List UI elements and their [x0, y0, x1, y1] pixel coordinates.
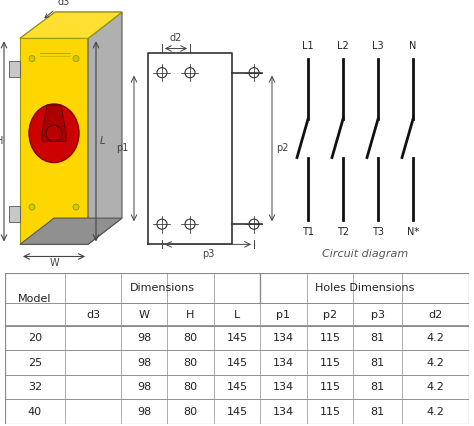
Text: 134: 134	[273, 357, 294, 368]
Text: T2: T2	[337, 227, 349, 237]
Polygon shape	[20, 38, 88, 245]
Text: d3: d3	[86, 310, 100, 320]
Text: Circuit diagram: Circuit diagram	[322, 248, 408, 259]
Text: 115: 115	[319, 382, 340, 392]
Polygon shape	[42, 105, 66, 141]
Text: 80: 80	[183, 382, 198, 392]
Text: H: H	[186, 310, 195, 320]
Text: N*: N*	[407, 227, 419, 237]
Text: p1: p1	[276, 310, 291, 320]
Text: p1: p1	[117, 144, 129, 153]
Text: p3: p3	[202, 249, 214, 259]
Polygon shape	[9, 206, 20, 222]
Text: 145: 145	[227, 407, 247, 417]
Text: 145: 145	[227, 382, 247, 392]
Polygon shape	[20, 218, 122, 245]
Text: 134: 134	[273, 333, 294, 343]
Text: 20: 20	[28, 333, 42, 343]
Text: W: W	[49, 258, 59, 268]
Text: 4.2: 4.2	[427, 382, 445, 392]
Text: 32: 32	[28, 382, 42, 392]
Text: Holes Dimensions: Holes Dimensions	[315, 283, 414, 293]
Text: p2: p2	[276, 144, 289, 153]
Text: L: L	[100, 136, 105, 147]
Circle shape	[249, 68, 259, 78]
Text: 115: 115	[319, 357, 340, 368]
Text: N: N	[410, 41, 417, 52]
Text: 98: 98	[137, 382, 151, 392]
Text: p2: p2	[323, 310, 337, 320]
Polygon shape	[20, 12, 122, 38]
Text: L: L	[234, 310, 240, 320]
Text: 25: 25	[28, 357, 42, 368]
Text: 134: 134	[273, 407, 294, 417]
Text: L2: L2	[337, 41, 349, 52]
Text: 80: 80	[183, 357, 198, 368]
Circle shape	[29, 55, 35, 62]
Text: 98: 98	[137, 333, 151, 343]
Circle shape	[157, 219, 167, 229]
Text: d2: d2	[170, 33, 182, 43]
Text: 98: 98	[137, 357, 151, 368]
Text: 4.2: 4.2	[427, 407, 445, 417]
Text: Model: Model	[18, 294, 52, 304]
Text: H: H	[0, 136, 4, 147]
Text: d3: d3	[45, 0, 70, 18]
Text: 4.2: 4.2	[427, 333, 445, 343]
Text: 145: 145	[227, 333, 247, 343]
Circle shape	[73, 55, 79, 62]
Circle shape	[73, 204, 79, 210]
Text: 134: 134	[273, 382, 294, 392]
Text: d2: d2	[428, 310, 443, 320]
Text: L3: L3	[372, 41, 384, 52]
Text: T1: T1	[302, 227, 314, 237]
Text: 145: 145	[227, 357, 247, 368]
Text: Dimensions: Dimensions	[130, 283, 195, 293]
Text: 81: 81	[371, 333, 384, 343]
Text: 115: 115	[319, 333, 340, 343]
Circle shape	[249, 219, 259, 229]
Polygon shape	[88, 12, 122, 245]
Polygon shape	[20, 12, 122, 38]
Circle shape	[29, 204, 35, 210]
Circle shape	[185, 68, 195, 78]
Ellipse shape	[29, 104, 79, 163]
Text: 80: 80	[183, 333, 198, 343]
Text: 4.2: 4.2	[427, 357, 445, 368]
Circle shape	[157, 68, 167, 78]
Circle shape	[46, 125, 62, 141]
Text: 80: 80	[183, 407, 198, 417]
Text: 40: 40	[28, 407, 42, 417]
Text: T3: T3	[372, 227, 384, 237]
Circle shape	[185, 219, 195, 229]
Polygon shape	[9, 60, 20, 77]
Text: 98: 98	[137, 407, 151, 417]
Text: 81: 81	[371, 357, 384, 368]
Text: 81: 81	[371, 382, 384, 392]
Text: L1: L1	[302, 41, 314, 52]
Text: p3: p3	[371, 310, 384, 320]
Text: 81: 81	[371, 407, 384, 417]
Text: W: W	[138, 310, 150, 320]
Text: 115: 115	[319, 407, 340, 417]
